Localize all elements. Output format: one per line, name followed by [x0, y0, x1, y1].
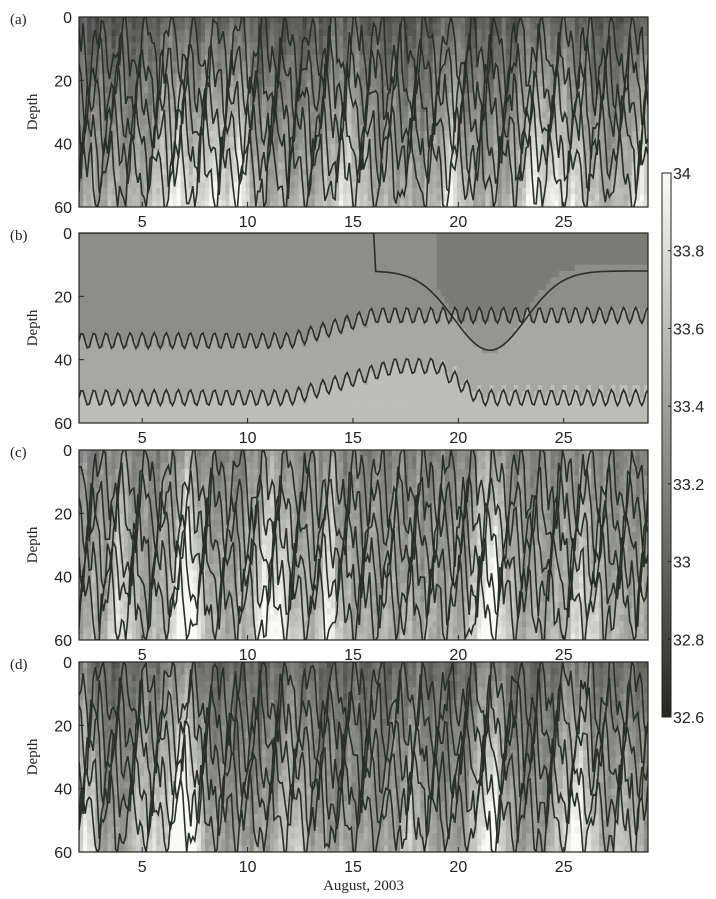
contour-line: [79, 118, 648, 207]
x-tick-label: 10: [239, 647, 257, 664]
colorbar-tick-label: 34: [673, 166, 691, 183]
y-tick-label: 0: [63, 10, 72, 27]
colorbar-tick-label: 32.6: [673, 710, 704, 727]
panel-frame: [78, 449, 649, 641]
y-axis-label: Depth: [25, 93, 41, 130]
contour-line: [79, 88, 648, 200]
y-tick-label: 40: [54, 782, 72, 799]
y-tick-label: 20: [54, 289, 72, 306]
contour-line: [79, 521, 648, 632]
panel-heatmap: [79, 233, 648, 423]
y-tick-label: 40: [54, 137, 72, 154]
contour-line: [79, 450, 648, 542]
panel-label: (a): [10, 12, 27, 28]
panel-label: (b): [10, 228, 28, 244]
x-tick-label: 10: [239, 859, 257, 876]
x-tick-label: 25: [555, 859, 573, 876]
x-tick-label: 10: [239, 430, 257, 447]
panel-heatmap: [79, 17, 648, 207]
y-tick-label: 0: [63, 226, 72, 243]
x-tick-label: 15: [344, 214, 362, 231]
y-tick-label: 40: [54, 353, 72, 370]
x-tick-label: 5: [138, 647, 147, 664]
y-tick-label: 20: [54, 506, 72, 523]
y-axis-label: Depth: [25, 309, 41, 346]
panel-label: (c): [10, 445, 27, 461]
colorbar-tick-label: 33.2: [673, 477, 704, 494]
x-tick-label: 15: [344, 647, 362, 664]
contour-line: [79, 555, 648, 640]
x-tick-label: 5: [138, 859, 147, 876]
colorbar-tick-label: 33.6: [673, 321, 704, 338]
panel-heatmap: [79, 662, 648, 852]
contour-line: [79, 17, 648, 102]
y-tick-label: 0: [63, 443, 72, 460]
contour-line: [79, 764, 648, 852]
x-tick-label: 5: [138, 430, 147, 447]
x-axis-label: August, 2003: [323, 878, 404, 894]
colorbar-tick-label: 33.4: [673, 399, 704, 416]
y-tick-label: 60: [54, 633, 72, 650]
colorbar-tick-label: 32.8: [673, 632, 704, 649]
panel-label: (d): [10, 657, 28, 673]
x-tick-label: 25: [555, 647, 573, 664]
contour-line: [79, 662, 648, 751]
panel-frame: [78, 16, 649, 208]
contour-line: [79, 732, 648, 844]
colorbar: [661, 172, 672, 718]
y-tick-label: 60: [54, 200, 72, 217]
contour-line: [79, 491, 648, 601]
x-tick-label: 20: [449, 859, 467, 876]
contour-line: [79, 233, 648, 352]
y-tick-label: 20: [54, 73, 72, 90]
panel-frame: [78, 661, 649, 853]
y-axis-label: Depth: [25, 526, 41, 563]
x-tick-label: 5: [138, 214, 147, 231]
colorbar-tick-label: 33.8: [673, 244, 704, 261]
x-tick-label: 25: [555, 214, 573, 231]
panel-heatmap: [79, 450, 648, 640]
contour-line: [79, 305, 648, 351]
x-tick-label: 20: [449, 214, 467, 231]
y-tick-label: 60: [54, 845, 72, 862]
x-tick-label: 15: [344, 430, 362, 447]
y-tick-label: 60: [54, 416, 72, 433]
y-tick-label: 20: [54, 718, 72, 735]
contour-line: [79, 356, 648, 408]
x-tick-label: 20: [449, 430, 467, 447]
panel-frame: [78, 232, 649, 424]
y-tick-label: 40: [54, 570, 72, 587]
y-axis-label: Depth: [25, 738, 41, 775]
colorbar-tick-label: 33: [673, 555, 691, 572]
x-tick-label: 25: [555, 430, 573, 447]
x-tick-label: 20: [449, 647, 467, 664]
x-tick-label: 10: [239, 214, 257, 231]
x-tick-label: 15: [344, 859, 362, 876]
y-tick-label: 0: [63, 655, 72, 672]
